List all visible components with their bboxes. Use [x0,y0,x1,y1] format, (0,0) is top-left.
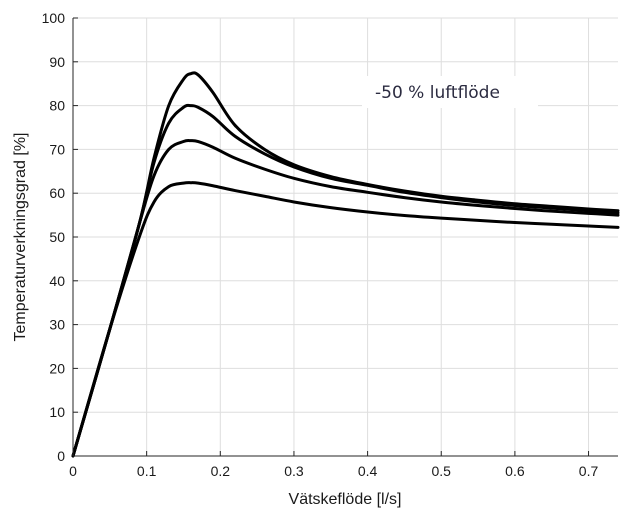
x-tick-label: 0.7 [579,463,599,479]
y-tick-label: 10 [49,404,65,420]
y-tick-label: 40 [49,273,65,289]
x-tick-label: 0.1 [137,463,157,479]
series-line-2 [71,103,620,458]
y-tick-label: 50 [49,229,65,245]
x-tick-label: 0.2 [211,463,231,479]
series-line-3 [71,139,620,458]
x-tick-label: 0.4 [358,463,378,479]
y-tick-label: 90 [49,54,65,70]
x-axis-label: Vätskeflöde [l/s] [289,491,402,508]
y-axis-label: Temperaturverkningsgrad [%] [12,133,29,342]
annotation-box [362,76,538,108]
x-tick-label: 0.5 [432,463,452,479]
y-tick-label: 60 [49,185,65,201]
y-tick-label: 80 [49,98,65,114]
tick-labels: 0 0.1 0.2 0.3 0.4 0.5 0.6 0.7 0 10 20 30 40 50 60 70 80 9… [42,10,599,479]
x-tick-label: 0.3 [284,463,304,479]
y-tick-label: 100 [42,10,66,26]
annotation-text: -50 % luftflöde [375,83,500,103]
x-tick-label: 0.6 [505,463,525,479]
y-tick-label: 0 [57,448,65,464]
y-tick-label: 70 [49,141,65,157]
y-tick-label: 30 [49,317,65,333]
y-tick-label: 20 [49,360,65,376]
series-line-4 [71,181,620,458]
series-group [71,71,620,458]
x-tick-label: 0 [69,463,77,479]
